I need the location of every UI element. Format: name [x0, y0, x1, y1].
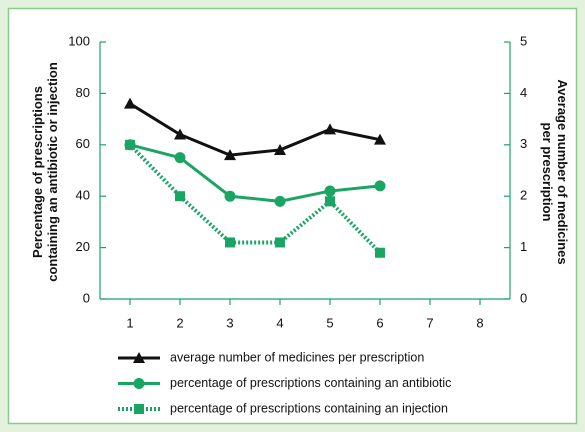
marker [324, 185, 336, 197]
y-tick-label: 40 [76, 188, 90, 203]
marker [133, 352, 145, 363]
marker [224, 190, 236, 202]
y-tick-label: 100 [68, 33, 90, 48]
series-line [129, 102, 381, 157]
x-tick-label: 7 [426, 315, 433, 330]
series-line [129, 143, 381, 203]
y-tick-label: 60 [76, 136, 90, 151]
marker [275, 237, 285, 248]
y-axis-title-line: containing an antibiotic or injection [45, 62, 60, 282]
marker [274, 195, 286, 207]
marker [124, 97, 136, 109]
marker [324, 123, 336, 135]
marker [174, 152, 186, 164]
series-line [128, 143, 382, 255]
marker [125, 139, 135, 150]
y2-tick-label: 1 [520, 239, 527, 254]
y2-axis-title-line: per prescription [540, 123, 555, 222]
marker [224, 149, 236, 161]
marker [133, 378, 145, 389]
y2-axis-title: Average number of medicinesper prescript… [540, 79, 570, 264]
x-tick-label: 5 [326, 315, 333, 330]
marker [225, 237, 235, 248]
y2-tick-label: 2 [520, 188, 527, 203]
legend-label: average number of medicines per prescrip… [170, 350, 424, 364]
marker [374, 133, 386, 145]
marker [134, 404, 144, 414]
marker [325, 196, 335, 207]
legend-label: percentage of prescriptions containing a… [170, 376, 451, 390]
y2-tick-label: 3 [520, 136, 527, 151]
x-tick-label: 1 [126, 315, 133, 330]
y2-tick-label: 0 [520, 290, 527, 305]
x-tick-label: 3 [226, 315, 233, 330]
y-axis-title-line: Percentage of prescriptions [30, 86, 45, 258]
y-tick-label: 80 [76, 85, 90, 100]
x-tick-label: 8 [476, 315, 483, 330]
panel [7, 7, 578, 425]
marker [375, 247, 385, 258]
marker [374, 180, 386, 192]
y-axis-title: Percentage of prescriptionscontaining an… [30, 62, 60, 282]
y-tick-label: 0 [83, 290, 90, 305]
x-tick-label: 4 [276, 315, 283, 330]
y2-tick-label: 5 [520, 33, 527, 48]
marker [274, 143, 286, 155]
y2-tick-label: 4 [520, 85, 527, 100]
x-tick-label: 2 [176, 315, 183, 330]
y-tick-label: 20 [76, 239, 90, 254]
x-tick-label: 6 [376, 315, 383, 330]
legend-label: percentage of prescriptions containing a… [170, 401, 448, 415]
y2-axis-title-line: Average number of medicines [555, 79, 570, 264]
marker [175, 191, 185, 202]
marker [174, 128, 186, 140]
